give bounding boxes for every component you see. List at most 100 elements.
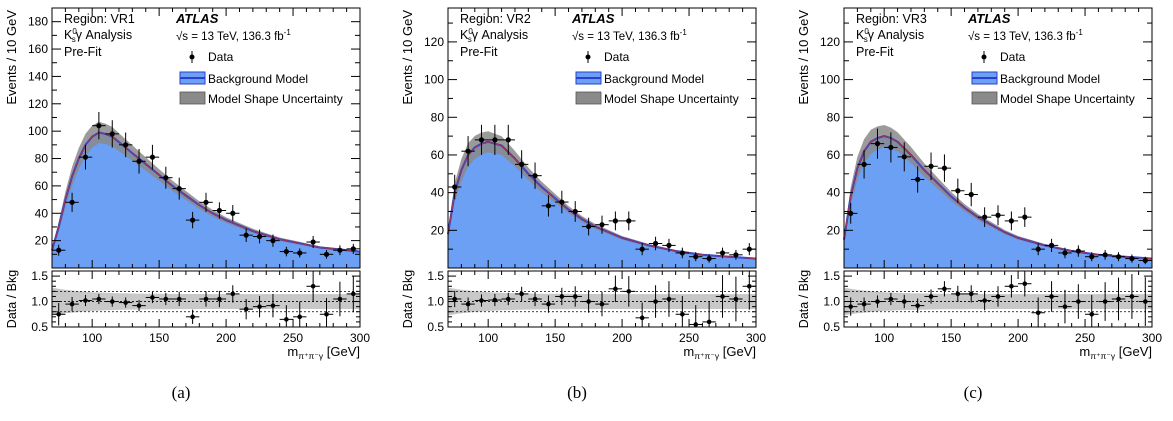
background-model-fill: [52, 132, 360, 268]
data-point: [203, 199, 209, 205]
y-tick-label: 60: [827, 148, 841, 162]
analysis-prefix: K: [64, 28, 73, 42]
y-tick-label: 120: [28, 97, 48, 111]
legend-data-label: Data: [604, 50, 630, 64]
ratio-point: [351, 291, 356, 297]
region-label: Region: VR1: [64, 12, 135, 26]
ratio-point: [452, 296, 457, 302]
y-tick-label: 80: [35, 152, 49, 166]
x-tick-label: 200: [216, 331, 236, 345]
analysis-sup: 0: [72, 27, 77, 36]
ratio-point: [243, 306, 249, 312]
x-tick-label: 300: [746, 331, 766, 345]
ratio-point: [968, 291, 974, 297]
data-point: [163, 175, 169, 181]
y-tick-label: 40: [35, 206, 49, 220]
ratio-point: [270, 303, 276, 308]
data-point: [1008, 218, 1014, 224]
y-tick-label: 40: [827, 186, 841, 200]
region-label: Region: VR3: [856, 12, 927, 26]
legend-uncertainty-swatch: [575, 91, 602, 105]
data-point: [719, 250, 726, 256]
data-point: [1089, 254, 1095, 260]
ratio-frame: [447, 270, 757, 328]
data-point: [693, 254, 699, 260]
data-point: [323, 251, 330, 257]
ratio-point: [613, 286, 618, 292]
data-point: [519, 161, 525, 167]
x-axis-label-unit: [GeV]: [323, 344, 360, 359]
analysis-suffix: γ Analysis: [472, 28, 528, 42]
ratio-point: [680, 311, 685, 317]
chart-panel-0: 20 40 60 80 100 120 140 160 180 Events / 10 GeV Re…: [4, 7, 370, 361]
ratio-y-tick-label: 0.5: [823, 320, 840, 334]
data-point: [733, 252, 739, 258]
data-point: [492, 137, 498, 143]
y-tick-label: 60: [35, 179, 49, 193]
data-point: [941, 165, 948, 171]
analysis-prefix: K: [460, 28, 469, 42]
x-axis-label: mπ⁺π⁻γ [GeV]: [1079, 344, 1152, 361]
x-tick-label: 100: [82, 331, 102, 345]
x-tick-label: 250: [283, 331, 303, 345]
legend-uncertainty-label: Model Shape Uncertainty: [1000, 92, 1135, 106]
data-point: [915, 176, 921, 183]
ratio-point: [109, 299, 115, 304]
ratio-point: [123, 300, 128, 305]
data-point: [310, 239, 316, 245]
background-model-centerline: [51, 132, 361, 252]
y-tick-label: 120: [820, 35, 840, 49]
data-point: [1035, 246, 1041, 252]
prefit-label: Pre-Fit: [64, 45, 102, 59]
ratio-y-axis-label: Data / Bkg: [797, 270, 811, 328]
x-tick-label: 150: [545, 331, 565, 345]
ratio-y-tick-label: 1.0: [823, 295, 840, 309]
x-tick-label: 150: [941, 331, 961, 345]
energy-label: √s = 13 TeV, 136.3 fb-1: [572, 28, 687, 43]
legend-model-label: Background Model: [1000, 72, 1100, 86]
y-tick-label: 180: [28, 15, 48, 29]
ratio-point: [928, 294, 934, 299]
data-point: [1142, 257, 1148, 264]
ratio-point: [639, 315, 645, 321]
ratio-y-tick-label: 1.0: [427, 295, 444, 309]
ratio-point: [1009, 283, 1014, 289]
x-tick-label: 100: [478, 331, 498, 345]
data-point: [1115, 254, 1122, 260]
x-tick-label: 250: [1075, 331, 1095, 345]
ratio-point: [706, 319, 712, 325]
ratio-y-tick-label: 1.0: [31, 295, 48, 309]
analysis-sup: 0: [864, 27, 869, 36]
data-point: [270, 238, 276, 244]
y-tick-label: 100: [28, 124, 48, 138]
ratio-point: [1022, 281, 1028, 287]
ratio-point: [572, 294, 578, 299]
main-frame: [51, 7, 361, 269]
ratio-point: [599, 301, 605, 307]
data-point: [123, 142, 129, 148]
y-axis-label: Events / 10 GeV: [400, 10, 415, 105]
data-point: [297, 250, 303, 256]
x-axis-label-main: m: [1079, 344, 1090, 359]
prefit-label: Pre-Fit: [460, 45, 498, 59]
x-axis-label-unit: [GeV]: [1115, 344, 1152, 359]
x-tick-label: 200: [1008, 331, 1028, 345]
x-axis-label-main: m: [287, 344, 298, 359]
data-point: [1048, 242, 1055, 248]
ratio-y-tick-label: 1.5: [823, 269, 840, 283]
data-point: [82, 154, 89, 160]
legend-model-label: Background Model: [604, 72, 704, 86]
ratio-point: [479, 298, 484, 303]
data-point: [559, 199, 565, 205]
data-point: [190, 217, 196, 223]
y-tick-label: 140: [28, 69, 48, 83]
ratio-point: [1076, 299, 1081, 304]
data-point: [1129, 255, 1135, 262]
ratio-point: [310, 283, 316, 289]
ratio-point: [888, 296, 894, 302]
ratio-point: [559, 294, 565, 299]
ratio-point: [747, 283, 752, 289]
data-point: [982, 214, 988, 220]
energy-text: √s = 13 TeV, 136.3 fb: [968, 30, 1076, 43]
legend-data-label: Data: [208, 50, 234, 64]
